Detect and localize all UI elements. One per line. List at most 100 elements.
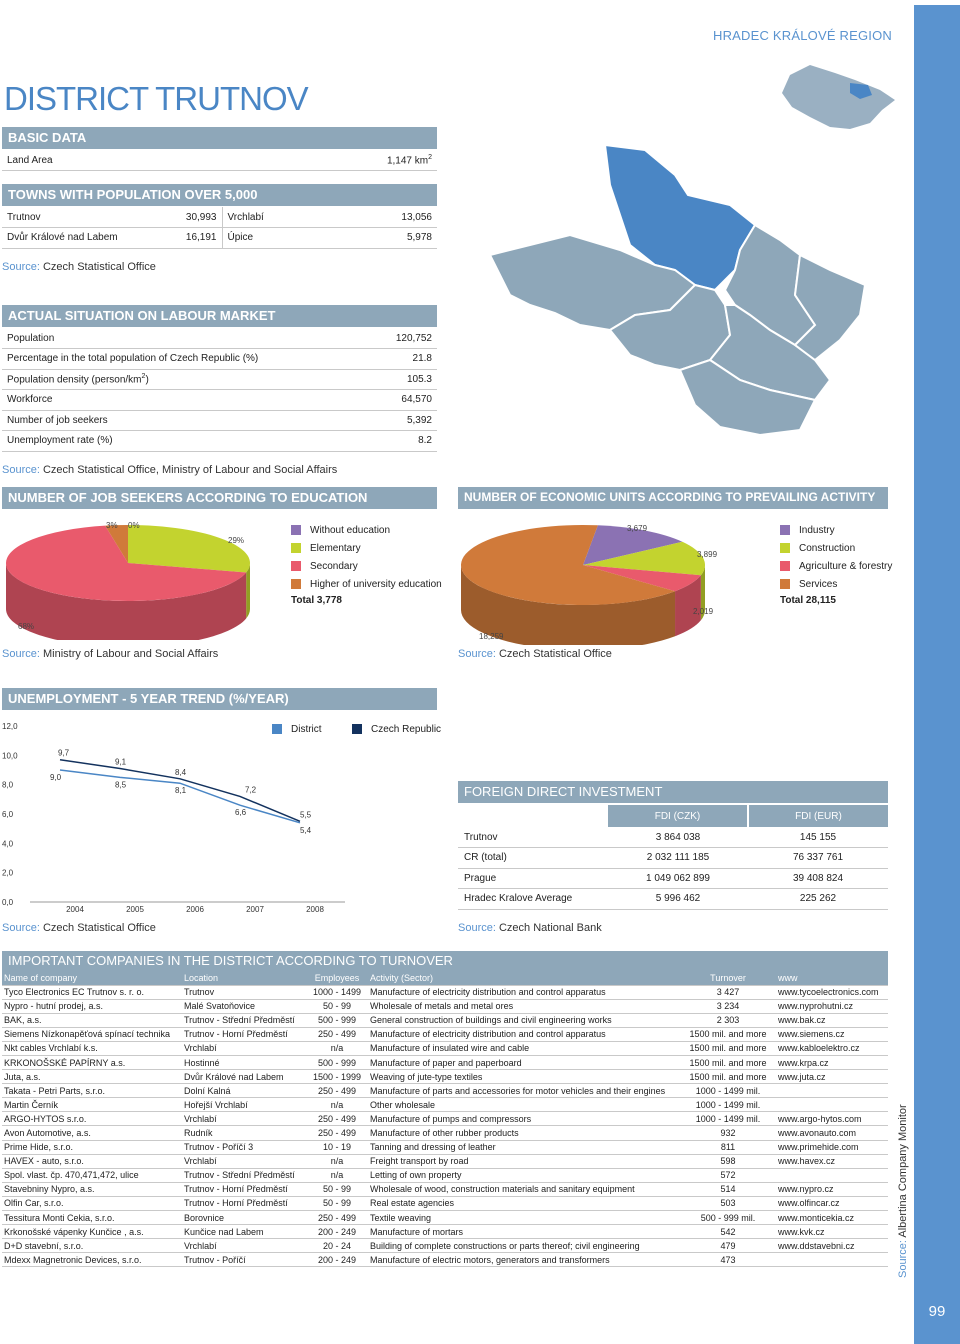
company-turnover: 598 [680, 1154, 776, 1169]
company-www [776, 1083, 888, 1099]
y-tick-label: 6,0 [2, 810, 14, 819]
page-number: 99 [928, 1303, 946, 1320]
column-header: Location [182, 971, 306, 986]
company-location: Rudník [182, 1125, 306, 1141]
company-turnover: 572 [680, 1168, 776, 1183]
company-employees: n/a [306, 1154, 368, 1169]
table-row: Trutnov 3 864 038 145 155 [458, 827, 888, 848]
company-name: Nypro - hutní prodej, a.s. [2, 999, 182, 1014]
row-label: Number of job seekers [2, 410, 372, 431]
town-name: Trutnov [2, 207, 152, 228]
data-label: 7,2 [245, 785, 257, 794]
legend-swatch [780, 561, 790, 571]
table-row: Avon Automotive, a.s. Rudník 250 - 499 Manu… [2, 1125, 888, 1141]
trend-line-chart: 0,0 2,0 4,0 6,0 8,0 10,0 12,0 2004 2005 2006 2007 2… [2, 722, 345, 914]
side-source: Source: Albertina Company Monitor [897, 1100, 917, 1278]
table-row: Prime Hide, s.r.o. Trutnov - Poříčí 3 10 -… [2, 1140, 888, 1155]
company-www[interactable]: www.krpa.cz [776, 1055, 888, 1071]
company-employees: n/a [306, 1097, 368, 1113]
company-activity: Manufacture of electric motors, generato… [368, 1252, 680, 1268]
table-row: CR (total) 2 032 111 185 76 337 761 [458, 847, 888, 869]
company-turnover: 514 [680, 1182, 776, 1197]
source-label: Source: [458, 922, 496, 934]
company-activity: Weaving of jute-type textiles [368, 1069, 680, 1085]
company-turnover: 479 [680, 1238, 776, 1254]
pie-slice-side [700, 565, 705, 621]
company-location: Trutnov - Poříčí [182, 1252, 306, 1268]
table-row: Martin Černík Hořejší Vrchlabí n/a Other wh… [2, 1097, 888, 1113]
company-www[interactable]: www.primehide.com [776, 1140, 888, 1155]
town-name: Vrchlabí [222, 207, 352, 228]
company-www[interactable]: www.siemens.cz [776, 1027, 888, 1042]
company-location: Trutnov - Střední Předměstí [182, 1168, 306, 1183]
legend-swatch [352, 724, 362, 734]
source-text: Czech Statistical Office [498, 648, 612, 660]
company-name: Nkt cables Vrchlabí k.s. [2, 1041, 182, 1056]
fdi-czk: 5 996 462 [608, 888, 748, 910]
company-www[interactable]: www.bak.cz [776, 1013, 888, 1028]
company-employees: 1000 - 1499 [306, 985, 368, 1000]
company-turnover: 1000 - 1499 mil. [680, 1111, 776, 1127]
fdi-eur: 76 337 761 [748, 847, 888, 869]
series-line [59, 758, 301, 823]
company-www[interactable]: www.kvk.cz [776, 1224, 888, 1240]
company-www[interactable]: www.monticekia.cz [776, 1210, 888, 1226]
legend-item: Secondary [291, 557, 442, 575]
legend-item: Industry [780, 521, 892, 539]
basic-data-header: BASIC DATA [2, 127, 437, 149]
company-turnover: 1500 mil. and more [680, 1055, 776, 1071]
company-www[interactable]: www.olfincar.cz [776, 1196, 888, 1212]
row-label-sup: 2 [141, 373, 146, 381]
company-www[interactable]: www.argo-hytos.com [776, 1111, 888, 1127]
source-label: Source: [2, 261, 40, 273]
page-title: DISTRICT TRUTNOV [4, 80, 309, 117]
legend-swatch [780, 579, 790, 589]
side-source-label: Source: [897, 1240, 909, 1278]
company-www[interactable]: www.tycoelectronics.com [776, 985, 888, 1000]
legend-label: Without education [310, 524, 391, 536]
company-turnover: 1500 mil. and more [680, 1041, 776, 1056]
legend-swatch [291, 579, 301, 589]
company-www[interactable]: www.havex.cz [776, 1154, 888, 1169]
legend-item: Higher of university education [291, 575, 442, 593]
company-www[interactable]: www.ddstavebni.cz [776, 1238, 888, 1254]
edu-header: NUMBER OF JOB SEEKERS ACCORDING TO EDUCA… [2, 487, 437, 509]
company-turnover: 500 - 999 mil. [680, 1210, 776, 1226]
company-www[interactable]: www.avonauto.com [776, 1125, 888, 1141]
company-employees: 250 - 499 [306, 1125, 368, 1141]
company-www[interactable]: www.juta.cz [776, 1069, 888, 1085]
legend-item: Agriculture & forestry [780, 557, 892, 575]
legend-label: Services [799, 578, 838, 590]
company-www[interactable]: www.nypro.cz [776, 1182, 888, 1197]
table-row: Tyco Electronics EC Trutnov s. r. o. Trut… [2, 985, 888, 1000]
row-label: Workforce [2, 389, 372, 411]
company-activity: Letting of own property [368, 1168, 680, 1183]
fdi-eur: 225 262 [748, 888, 888, 910]
pie-data-label: 68% [18, 622, 34, 631]
fdi-source: Source: Czech National Bank [458, 922, 602, 934]
row-label-cell: Population density (person/km2) [2, 369, 372, 390]
company-location: Vrchlabí [182, 1111, 306, 1127]
company-activity: Manufacture of other rubber products [368, 1125, 680, 1141]
fdi-eur: 145 155 [748, 827, 888, 848]
company-www[interactable]: www.nyprohutni.cz [776, 999, 888, 1014]
companies-table: Name of company Location Employees Activ… [2, 971, 888, 1268]
company-employees: 500 - 999 [306, 1055, 368, 1071]
pie-slice-side [246, 563, 250, 619]
company-location: Malé Svatoňovice [182, 999, 306, 1014]
pie-data-label: 29% [228, 536, 244, 545]
company-turnover: 1500 mil. and more [680, 1069, 776, 1085]
company-name: ARGO-HYTOS s.r.o. [2, 1111, 182, 1127]
pie-data-label: 0% [128, 521, 140, 530]
company-turnover: 1000 - 1499 mil. [680, 1097, 776, 1113]
company-location: Borovnice [182, 1210, 306, 1226]
source-label: Source: [2, 648, 40, 660]
company-name: Mdexx Magnetronic Devices, s.r.o. [2, 1252, 182, 1268]
table-row: BAK, a.s. Trutnov - Střední Předměstí 500 … [2, 1013, 888, 1028]
company-employees: 200 - 249 [306, 1224, 368, 1240]
company-activity: Manufacture of electricity distribution … [368, 1027, 680, 1042]
data-label: 5,4 [300, 826, 312, 835]
y-tick-label: 0,0 [2, 898, 14, 907]
company-www[interactable]: www.kabloelektro.cz [776, 1041, 888, 1056]
table-row: Workforce 64,570 [2, 389, 437, 411]
